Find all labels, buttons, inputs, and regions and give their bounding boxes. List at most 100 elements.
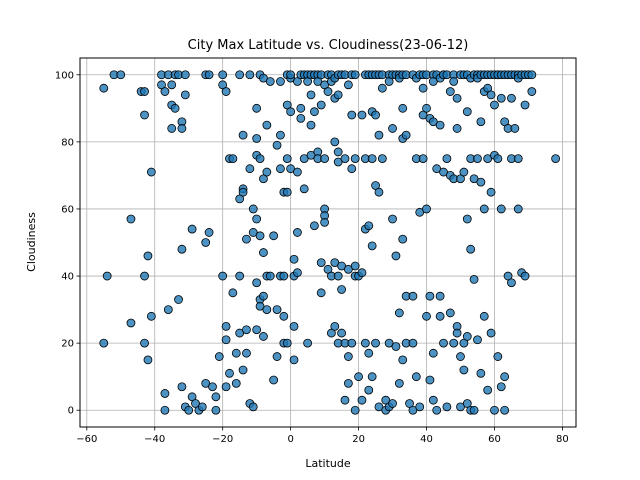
data-point	[442, 154, 452, 164]
data-point	[391, 251, 401, 261]
data-point	[415, 402, 425, 412]
data-point	[140, 110, 149, 120]
data-point	[347, 164, 357, 174]
data-point	[479, 311, 489, 321]
data-point	[330, 321, 340, 331]
data-point	[428, 348, 438, 358]
data-point	[343, 378, 353, 388]
data-point	[435, 311, 445, 321]
x-tick-label: 40	[420, 434, 433, 445]
data-point	[255, 231, 265, 241]
data-point	[333, 90, 343, 100]
data-point	[184, 405, 194, 415]
data-point	[350, 405, 360, 415]
data-point	[252, 278, 262, 288]
y-tick-label: 0	[68, 406, 74, 417]
data-point	[527, 87, 537, 96]
data-point	[496, 382, 506, 392]
y-tick-label: 40	[61, 272, 74, 283]
data-point	[496, 204, 506, 214]
data-point	[445, 87, 455, 96]
data-point	[462, 332, 472, 341]
y-tick-label: 80	[61, 137, 74, 148]
data-point	[490, 405, 499, 415]
data-point	[252, 325, 262, 335]
data-point	[197, 402, 207, 412]
data-point	[252, 103, 262, 113]
data-point	[282, 338, 292, 348]
data-point	[303, 338, 313, 348]
x-tick-label: 20	[352, 434, 365, 445]
data-point	[180, 70, 190, 80]
data-point	[330, 137, 340, 147]
data-point	[343, 352, 353, 361]
data-point	[235, 70, 245, 80]
data-point	[483, 385, 493, 395]
data-point	[452, 93, 462, 103]
data-point	[513, 154, 523, 164]
data-point	[276, 130, 285, 140]
data-point	[293, 167, 302, 177]
data-point	[279, 311, 289, 321]
data-point	[507, 93, 516, 103]
data-point	[296, 113, 306, 123]
data-point	[388, 214, 397, 224]
data-point	[364, 221, 374, 231]
data-point	[276, 77, 285, 86]
data-point	[248, 204, 258, 214]
data-point	[364, 385, 374, 395]
data-point	[394, 308, 404, 318]
data-point	[99, 83, 109, 93]
data-point	[282, 154, 292, 164]
data-point	[306, 90, 316, 100]
data-point	[140, 271, 149, 281]
data-point	[476, 368, 486, 378]
data-point	[296, 103, 306, 113]
data-point	[428, 395, 438, 405]
data-point	[377, 83, 387, 93]
data-point	[439, 338, 448, 348]
data-point	[347, 338, 357, 348]
data-point	[360, 338, 370, 348]
data-point	[177, 382, 187, 392]
data-point	[231, 378, 241, 388]
data-point	[272, 305, 282, 314]
data-point	[272, 140, 282, 150]
data-point	[320, 154, 330, 164]
data-point	[496, 93, 506, 103]
data-point	[286, 107, 296, 117]
data-point	[218, 70, 228, 80]
data-point	[174, 295, 183, 304]
data-point	[269, 231, 279, 241]
data-point	[449, 77, 459, 86]
data-point	[469, 274, 479, 284]
data-point	[527, 70, 537, 80]
data-point	[245, 70, 255, 80]
data-point	[411, 372, 421, 382]
data-point	[221, 382, 231, 392]
data-point	[242, 325, 251, 335]
data-point	[520, 100, 530, 110]
data-point	[500, 372, 510, 382]
data-point	[211, 392, 221, 402]
y-axis-label: Cloudiness	[25, 212, 38, 272]
data-point	[269, 375, 279, 385]
data-point	[551, 154, 561, 164]
data-point	[140, 87, 149, 96]
y-tick-label: 20	[61, 339, 74, 350]
data-point	[462, 107, 472, 117]
data-point	[371, 110, 380, 120]
data-point	[469, 405, 479, 415]
data-point	[337, 285, 346, 294]
data-point	[252, 134, 262, 143]
data-point	[435, 120, 445, 130]
data-point	[354, 372, 363, 382]
data-point	[493, 352, 503, 361]
data-point	[146, 311, 156, 321]
data-point	[228, 154, 238, 164]
chart-title: City Max Latitude vs. Cloudiness(23-06-1…	[188, 38, 469, 53]
data-point	[507, 278, 516, 288]
x-tick-label: 80	[556, 434, 569, 445]
data-point	[262, 305, 272, 314]
